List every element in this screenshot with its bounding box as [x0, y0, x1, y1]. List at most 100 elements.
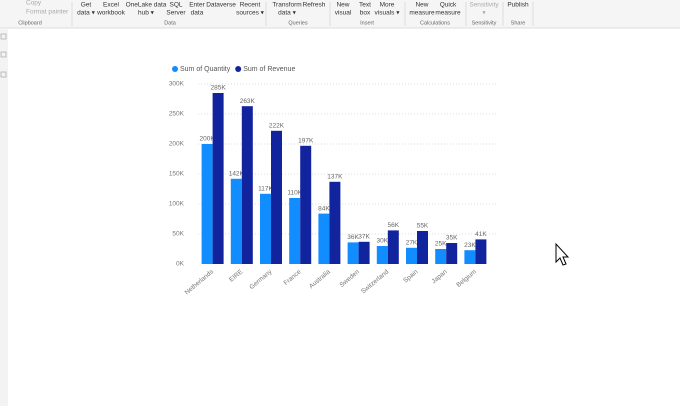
ribbon-button[interactable]: More	[380, 2, 395, 9]
bar	[271, 130, 282, 264]
bar	[289, 198, 301, 264]
ribbon-button[interactable]: data ▾	[278, 10, 296, 17]
ribbon-button[interactable]: visual	[335, 10, 352, 17]
group-label: Queries	[288, 20, 308, 26]
legend-marker	[235, 66, 242, 72]
ribbon-button[interactable]: SQL	[169, 2, 182, 9]
ribbon-button[interactable]: New	[415, 2, 428, 9]
bar	[260, 193, 271, 264]
left-pane	[0, 29, 8, 406]
legend-marker	[172, 66, 178, 72]
ribbon-button[interactable]: workbook	[96, 10, 126, 17]
y-tick-label: 200K	[169, 141, 185, 148]
bar	[417, 231, 428, 264]
bar	[329, 181, 341, 264]
y-tick-label: 50K	[172, 231, 184, 238]
data-label: 285K	[211, 85, 227, 92]
data-label: 30K	[377, 238, 389, 245]
bar	[230, 178, 242, 264]
data-label: 222K	[269, 123, 285, 130]
ribbon-button[interactable]: New	[336, 2, 349, 9]
bar	[376, 246, 388, 264]
x-tick-label: France	[283, 268, 303, 287]
bar	[387, 230, 399, 264]
y-tick-label: 0K	[176, 261, 185, 268]
data-label: 142K	[229, 171, 245, 178]
group-label: Sensitivity	[472, 20, 497, 26]
bar	[406, 247, 417, 264]
ribbon-button[interactable]: Server	[166, 10, 186, 17]
bar	[241, 106, 253, 264]
bar	[212, 93, 224, 264]
ribbon-button[interactable]: Publish	[507, 2, 529, 9]
bar	[347, 242, 359, 264]
group-separators	[71, 2, 534, 26]
ribbon	[0, 0, 680, 28]
data-label: 110K	[287, 190, 302, 197]
ribbon-button[interactable]: Enter	[189, 2, 205, 9]
y-tick-label: 300K	[169, 81, 185, 88]
report-view-icon[interactable]	[0, 33, 7, 40]
ribbon-button[interactable]: ▾	[482, 10, 486, 17]
ribbon-button[interactable]: Dataverse	[206, 2, 236, 9]
y-tick-label: 100K	[169, 201, 185, 208]
bar	[358, 241, 370, 264]
ribbon-button[interactable]: Refresh	[303, 2, 326, 9]
bar	[435, 249, 447, 264]
bar	[300, 145, 312, 264]
y-tick-label: 250K	[169, 111, 185, 118]
data-label: 35K	[446, 235, 458, 242]
data-label: 117K	[258, 186, 273, 193]
ribbon-button[interactable]: Transform	[272, 2, 301, 9]
group-label: Insert	[360, 20, 374, 26]
clipboard-item[interactable]: Copy	[26, 0, 42, 7]
ribbon-button[interactable]: measure	[409, 10, 435, 17]
data-label: 25K	[435, 241, 447, 248]
ribbon-button[interactable]: Excel	[103, 2, 119, 9]
data-label: 41K	[475, 231, 487, 238]
legend-label: Sum of Revenue	[243, 66, 295, 73]
ribbon-button[interactable]: box	[360, 10, 371, 17]
bar	[201, 144, 213, 264]
ribbon-button[interactable]: Recent	[240, 2, 261, 9]
group-label: Data	[164, 20, 177, 26]
ribbon-button[interactable]: data ▾	[77, 10, 95, 17]
x-tick-label: Australia	[308, 268, 332, 290]
y-tick-label: 150K	[169, 171, 185, 178]
group-label: Clipboard	[18, 20, 42, 26]
data-label: 23K	[464, 242, 476, 249]
data-label: 263K	[240, 98, 256, 105]
ribbon-button[interactable]: Quick	[440, 2, 457, 9]
x-tick-label: Netherlands	[184, 268, 216, 296]
ribbon-button[interactable]: hub ▾	[138, 10, 155, 17]
bar	[318, 213, 330, 264]
data-label: 27K	[406, 240, 418, 247]
data-label: 137K	[327, 174, 343, 181]
bar	[475, 239, 487, 264]
ribbon-button[interactable]: data	[191, 10, 204, 17]
model-view-icon[interactable]	[0, 71, 7, 78]
x-tick-label: EIRE	[228, 268, 245, 284]
data-label: 37K	[358, 234, 370, 241]
data-label: 36K	[347, 234, 359, 241]
ribbon-button[interactable]: visuals ▾	[375, 10, 401, 17]
x-tick-label: Sweden	[338, 268, 361, 289]
ribbon-button[interactable]: Sensitivity	[469, 2, 499, 9]
ribbon-button[interactable]: sources ▾	[236, 10, 265, 17]
ribbon-button[interactable]: measure	[435, 10, 461, 17]
ribbon-button[interactable]: OneLake data	[126, 2, 167, 9]
data-label: 200K	[200, 136, 216, 143]
ribbon-button[interactable]: Get	[81, 2, 92, 9]
bar	[446, 243, 458, 264]
data-label: 197K	[298, 138, 314, 145]
clipboard-item[interactable]: Format painter	[26, 9, 69, 16]
table-view-icon[interactable]	[0, 51, 7, 58]
x-tick-label: Japan	[431, 268, 449, 285]
x-tick-label: Germany	[248, 268, 274, 291]
x-tick-label: Spain	[402, 268, 420, 284]
ribbon-button[interactable]: Text	[359, 2, 371, 9]
group-label: Calculations	[420, 20, 450, 26]
data-label: 84K	[318, 205, 330, 212]
data-label: 55K	[417, 223, 429, 230]
